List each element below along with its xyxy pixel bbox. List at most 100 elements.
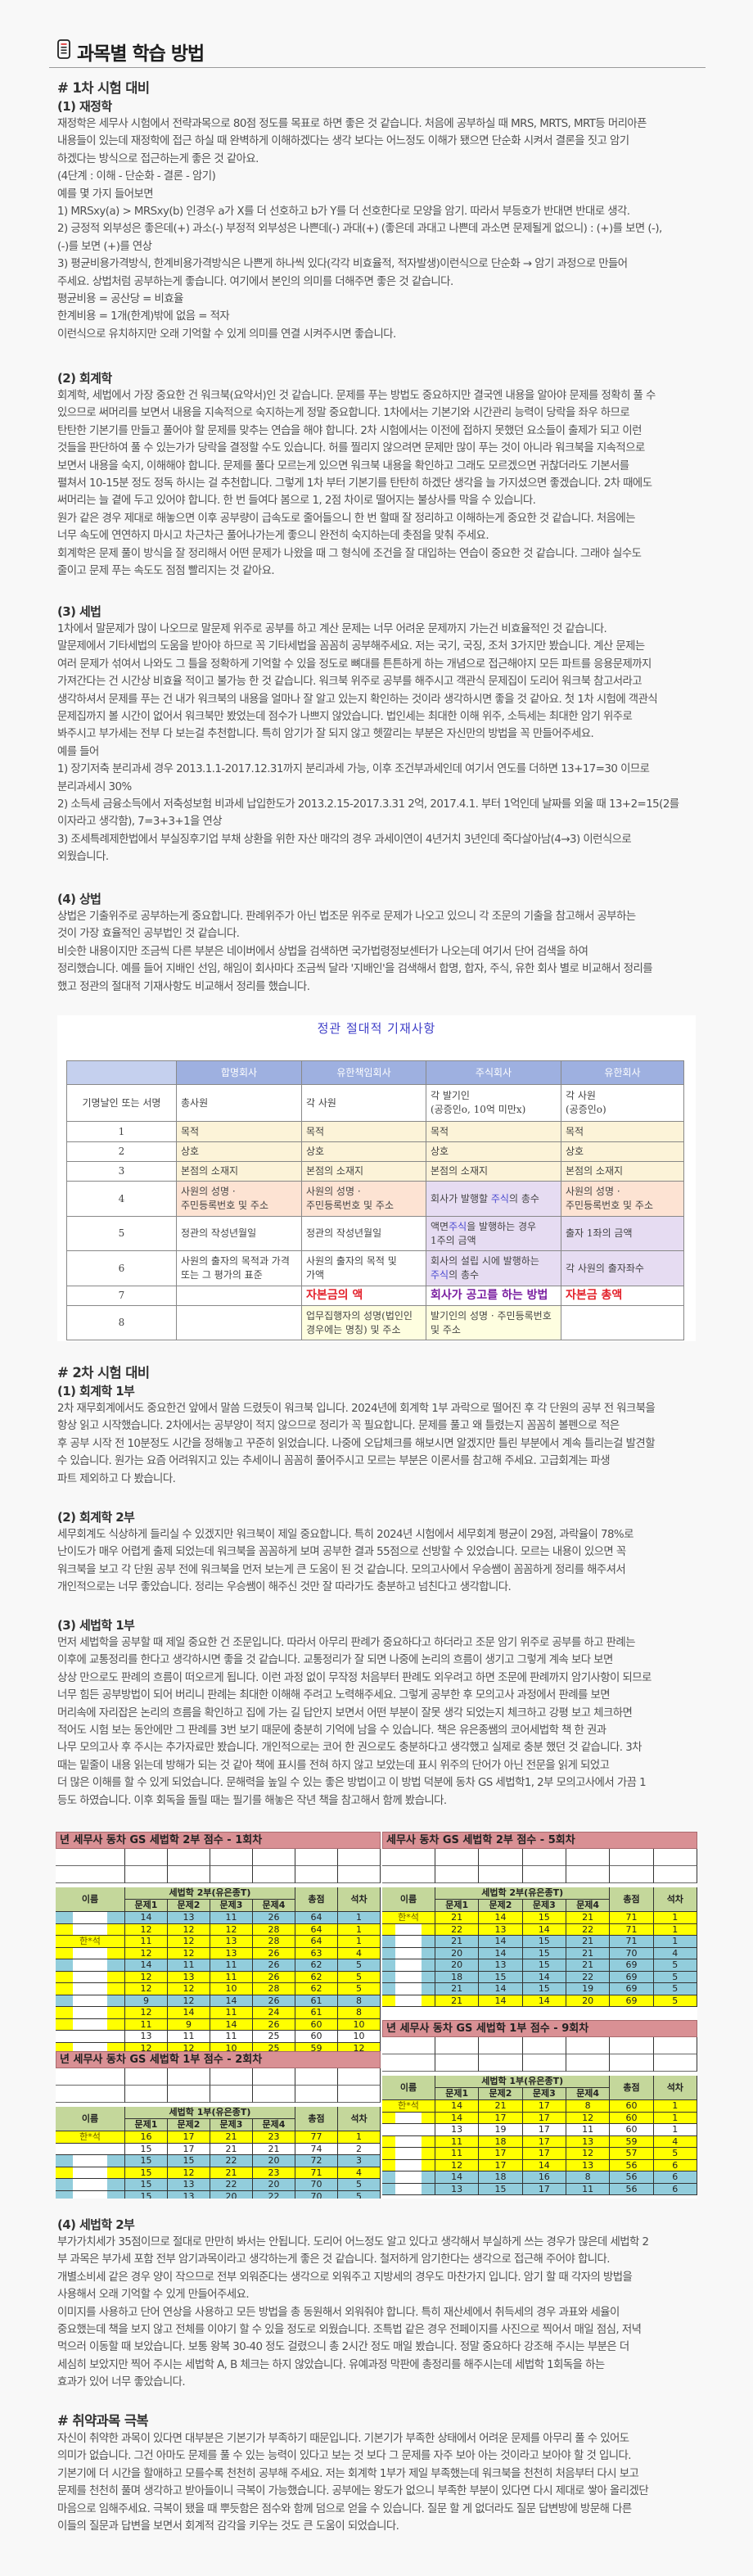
score-name: 한*석 — [56, 1936, 125, 1948]
charter-cell: 본점의 소재지 — [561, 1161, 684, 1182]
rank: 5 — [338, 1959, 381, 1972]
subsection-body: 회계학, 세법에서 가장 중요한 건 워크북(요약서)인 것 같습니다. 문제를… — [57, 387, 704, 580]
question-score: 14 — [168, 2007, 210, 2019]
charter-header-cell: 유한책임회사 — [301, 1060, 426, 1085]
highlighted-word: 주식 — [449, 1220, 467, 1232]
charter-header-cell: 유한회사 — [561, 1060, 684, 1085]
total-score: 61 — [295, 1995, 338, 2007]
question-score: 20 — [253, 2155, 295, 2167]
charter-cell: 상호 — [176, 1141, 302, 1162]
charter-cell: 회사의 설립 시에 발행하는 주식의 총수 — [426, 1250, 561, 1286]
text-line: 재정학은 세무사 시험에서 전략과목으로 80점 정도를 목표로 하면 좋은 것… — [57, 118, 647, 130]
text-line: 문제집까지 볼 시간이 없어서 워크북만 봤었는데 점수가 나쁘지 않았습니다.… — [57, 710, 633, 723]
question-score: 14 — [522, 1923, 566, 1936]
question-score: 21 — [253, 2143, 295, 2155]
blank-cell — [125, 1849, 168, 1866]
question-score: 11 — [125, 2018, 168, 2031]
highlighted-word: 주식 — [490, 1192, 509, 1204]
question-score: 26 — [253, 1947, 295, 1959]
score-row: 14 17 17 12 60 1 — [382, 2112, 697, 2124]
header-questions: 문제1 문제2 문제3 문제4 — [435, 2088, 611, 2100]
text-line: 원가 같은 경우 제대로 해놓으면 이후 공부량이 급속도로 줄어들으니 한 번… — [57, 512, 636, 525]
score-name — [56, 2018, 125, 2031]
charter-cell: 상호 — [426, 1141, 561, 1162]
charter-cell: 사원의 출자의 목적과 가격 또는 그 평가의 표준 — [176, 1250, 302, 1286]
question-score: 12 — [125, 2007, 168, 2019]
score-row: 15 13 22 20 70 5 — [56, 2179, 381, 2191]
rank: 4 — [653, 1947, 697, 1959]
header-question: 문제4 — [253, 2119, 295, 2131]
total-score: 71 — [610, 1923, 654, 1936]
score-name — [56, 2167, 125, 2179]
score-name — [382, 1923, 435, 1936]
header-subject: 세법학 1부(유은종T) — [125, 2107, 295, 2119]
question-score: 15 — [522, 1936, 566, 1948]
score-name — [56, 1959, 125, 1972]
header-question: 문제3 — [522, 2088, 566, 2100]
charter-row-label: 4 — [66, 1181, 177, 1217]
total-score: 70 — [295, 2179, 338, 2191]
subsection-body: 먼저 세법학을 공부할 때 제일 중요한 건 조문입니다. 따라서 아무리 판례… — [57, 1634, 704, 1810]
header-subject: 세법학 2부(유은종T) — [125, 1887, 295, 1900]
rank: 4 — [338, 2167, 381, 2179]
question-score: 11 — [210, 1959, 253, 1972]
question-score: 20 — [566, 1995, 611, 2007]
text-line: 이후에 교통정리를 한다고 생각하시면 좋을 것 같습니다. 교통정리가 잘 되… — [57, 1654, 613, 1667]
score-table-title: 년 세무사 동차 GS 세법학 2부 점수 - 1회차 — [56, 1832, 381, 1849]
score-name — [56, 1912, 125, 1924]
text-line: 워크북을 보고 각 단원 공부 전에 워크북을 먼저 보는게 큰 도움이 된 것… — [57, 1563, 626, 1576]
text-line: 회계학은 문제 풀이 방식을 잘 정리해서 어떤 문제가 나왔을 때 그 형식에… — [57, 547, 642, 560]
text-line: 3) 조세특례제한법에서 부실징후기업 부채 상환을 위한 자산 매각의 경우 … — [57, 833, 632, 846]
score-name — [56, 2190, 125, 2199]
header-subject: 세법학 1부(유은종T) — [435, 2076, 611, 2088]
question-score: 12 — [168, 1947, 210, 1959]
question-score: 14 — [435, 2112, 480, 2124]
question-score: 26 — [253, 1995, 295, 2007]
charter-row: 기명날인 또는 서명 총사원 각 사원 각 발기인 (공증인o, 10억 미만x) 각 사… — [66, 1084, 684, 1122]
header-total: 총점 — [295, 1887, 338, 1912]
blank-cell — [382, 2037, 435, 2054]
exam2-section: # 2차 시험 대비 (1) 회계학 1부 2차 재무회계에서도 중요한건 앞에… — [57, 1364, 704, 1488]
total-score: 69 — [610, 1983, 654, 1995]
redacted-name — [395, 1983, 422, 1995]
text-line: (4단계 : 이해 - 단순화 - 결론 - 암기) — [57, 170, 216, 183]
question-score: 21 — [566, 1912, 611, 1924]
question-score: 21 — [479, 2100, 523, 2113]
total-score: 62 — [295, 1959, 338, 1972]
highlighted-word: 주식 — [431, 1269, 449, 1281]
total-score: 60 — [610, 2112, 654, 2124]
score-row: 18 15 14 22 69 5 — [382, 1971, 697, 1983]
subsection-heading: (2) 회계학 — [57, 371, 112, 386]
rank: 1 — [338, 1936, 381, 1948]
question-score: 11 — [210, 2007, 253, 2019]
question-score: 11 — [435, 2135, 480, 2148]
question-score: 17 — [522, 2183, 566, 2195]
question-score: 17 — [479, 2148, 523, 2160]
rank: 8 — [338, 1995, 381, 2007]
question-score: 12 — [168, 1995, 210, 2007]
score-row: 22 13 14 22 71 1 — [382, 1923, 697, 1936]
redacted-name — [73, 1995, 107, 2007]
charter-table: 합명회사 유한책임회사 주식회사 유한회사 기명날인 또는 서명 총사원 각 사원 각 발기인… — [66, 1060, 684, 1340]
blank-row — [56, 2068, 381, 2086]
charter-cell: 업무집행자의 성명(법인인 경우에는 명칭) 및 주소 — [301, 1305, 426, 1340]
score-name: 한*석 — [56, 2131, 125, 2144]
document-icon — [57, 39, 70, 64]
text-line: 효과가 있어 너무 좋았습니다. — [57, 2376, 186, 2389]
text-line: 먼저 세법학을 공부할 때 제일 중요한 건 조문입니다. 따라서 아무리 판례… — [57, 1637, 636, 1649]
score-table-1: 년 세무사 동차 GS 세법학 2부 점수 - 1회차 이름 세법학 2부(유은종T… — [56, 1832, 381, 2054]
charter-cell: 액면주식을 발행하는 경우 1주의 금액 — [426, 1216, 561, 1251]
score-row: 한*석 14 21 17 8 60 1 — [382, 2100, 697, 2113]
charter-row: 8 업무집행자의 성명(법인인 경우에는 명칭) 및 주소 발기인의 성명 · 주민등… — [66, 1305, 684, 1340]
question-score: 13 — [168, 1971, 210, 1983]
blank-row — [56, 2086, 381, 2103]
redacted-name — [395, 2183, 422, 2195]
header-question: 문제4 — [566, 1900, 611, 1912]
text-line: 이들의 질문과 답변을 보면서 회계적 감각을 키우는 것도 큰 도움이 되었습… — [57, 2520, 399, 2533]
charter-cell: 출자 1좌의 금액 — [561, 1216, 684, 1251]
charter-header-cell: 주식회사 — [426, 1060, 561, 1085]
question-score: 13 — [125, 2031, 168, 2043]
subsection-heading: (3) 세법학 1부 — [57, 1618, 135, 1633]
charter-cell: 상호 — [561, 1141, 684, 1162]
score-row: 14 11 11 26 62 5 — [56, 1959, 381, 1972]
